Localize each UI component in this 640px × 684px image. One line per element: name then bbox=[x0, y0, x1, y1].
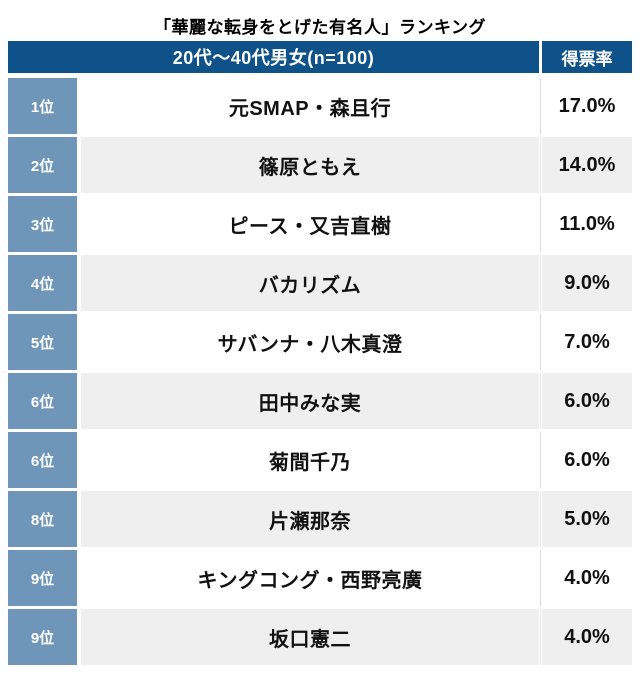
rank-cell: 9位 bbox=[8, 550, 77, 606]
rank-cell: 8位 bbox=[8, 491, 77, 547]
table-row: 3位 ピース・又吉直樹 11.0% bbox=[8, 196, 632, 252]
rank-cell: 3位 bbox=[8, 196, 77, 252]
row-column-divider bbox=[539, 491, 542, 547]
value-cell: 6.0% bbox=[542, 432, 632, 488]
row-column-divider bbox=[539, 550, 542, 606]
rank-gap bbox=[77, 550, 81, 606]
row-column-divider bbox=[539, 314, 542, 370]
page-title: 「華麗な転身をとげた有名人」ランキング bbox=[154, 18, 486, 37]
table-row: 9位 キングコング・西野亮廣 4.0% bbox=[8, 550, 632, 606]
name-cell: 田中みな実 bbox=[81, 373, 539, 429]
rank-cell: 9位 bbox=[8, 609, 77, 665]
row-column-divider bbox=[539, 373, 542, 429]
rank-gap bbox=[77, 78, 81, 134]
value-cell: 4.0% bbox=[542, 550, 632, 606]
rank-cell: 5位 bbox=[8, 314, 77, 370]
rank-gap bbox=[77, 196, 81, 252]
value-cell: 6.0% bbox=[542, 373, 632, 429]
value-cell: 11.0% bbox=[542, 196, 632, 252]
row-column-divider bbox=[539, 255, 542, 311]
table-row: 4位 バカリズム 9.0% bbox=[8, 255, 632, 311]
value-cell: 7.0% bbox=[542, 314, 632, 370]
rank-gap bbox=[77, 255, 81, 311]
table-row: 8位 片瀬那奈 5.0% bbox=[8, 491, 632, 547]
name-cell: サバンナ・八木真澄 bbox=[81, 314, 539, 370]
table-row: 6位 田中みな実 6.0% bbox=[8, 373, 632, 429]
header-column-divider bbox=[539, 41, 542, 73]
rank-gap bbox=[77, 432, 81, 488]
table-row: 2位 篠原ともえ 14.0% bbox=[8, 137, 632, 193]
name-cell: 篠原ともえ bbox=[81, 137, 539, 193]
row-column-divider bbox=[539, 137, 542, 193]
name-cell: キングコング・西野亮廣 bbox=[81, 550, 539, 606]
header-group-cell: 20代〜40代男女(n=100) bbox=[8, 41, 539, 73]
rank-cell: 1位 bbox=[8, 78, 77, 134]
table-header-row: 20代〜40代男女(n=100) 得票率 bbox=[8, 41, 632, 73]
rank-gap bbox=[77, 137, 81, 193]
table-body: 1位 元SMAP・森且行 17.0% 2位 篠原ともえ 14.0% 3位 ピース… bbox=[8, 78, 632, 665]
row-column-divider bbox=[539, 196, 542, 252]
value-cell: 14.0% bbox=[542, 137, 632, 193]
value-cell: 5.0% bbox=[542, 491, 632, 547]
rank-cell: 6位 bbox=[8, 432, 77, 488]
rank-gap bbox=[77, 373, 81, 429]
name-cell: 坂口憲二 bbox=[81, 609, 539, 665]
row-column-divider bbox=[539, 609, 542, 665]
ranking-table: 20代〜40代男女(n=100) 得票率 1位 元SMAP・森且行 17.0% … bbox=[8, 41, 632, 665]
table-row: 5位 サバンナ・八木真澄 7.0% bbox=[8, 314, 632, 370]
name-cell: ピース・又吉直樹 bbox=[81, 196, 539, 252]
table-row: 1位 元SMAP・森且行 17.0% bbox=[8, 78, 632, 134]
rank-gap bbox=[77, 609, 81, 665]
rank-cell: 4位 bbox=[8, 255, 77, 311]
value-cell: 9.0% bbox=[542, 255, 632, 311]
name-cell: 元SMAP・森且行 bbox=[81, 78, 539, 134]
value-cell: 17.0% bbox=[542, 78, 632, 134]
rank-cell: 2位 bbox=[8, 137, 77, 193]
value-cell: 4.0% bbox=[542, 609, 632, 665]
rank-gap bbox=[77, 314, 81, 370]
header-value-cell: 得票率 bbox=[542, 41, 632, 73]
row-column-divider bbox=[539, 432, 542, 488]
rank-gap bbox=[77, 491, 81, 547]
name-cell: バカリズム bbox=[81, 255, 539, 311]
row-column-divider bbox=[539, 78, 542, 134]
name-cell: 菊間千乃 bbox=[81, 432, 539, 488]
table-row: 9位 坂口憲二 4.0% bbox=[8, 609, 632, 665]
name-cell: 片瀬那奈 bbox=[81, 491, 539, 547]
rank-cell: 6位 bbox=[8, 373, 77, 429]
table-row: 6位 菊間千乃 6.0% bbox=[8, 432, 632, 488]
